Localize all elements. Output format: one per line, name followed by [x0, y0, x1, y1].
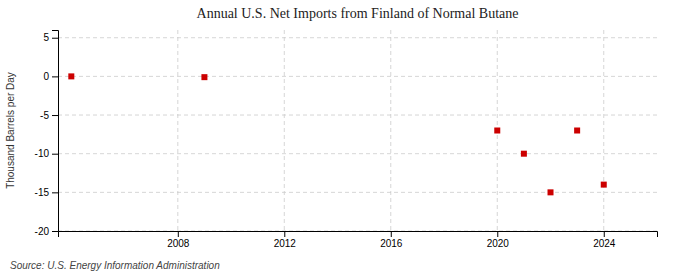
y-tick: 0	[43, 71, 58, 82]
point	[548, 189, 554, 195]
x-tick-label: 2020	[487, 238, 510, 249]
y-tick-mark	[52, 115, 58, 116]
y-tick-label: 5	[43, 32, 49, 43]
x-tick-mark	[284, 231, 285, 237]
y-tick-label: 0	[43, 71, 49, 82]
points	[68, 73, 606, 195]
y-tick: 5	[43, 32, 58, 43]
x-tick-mark	[497, 231, 498, 237]
y-tick: -15	[35, 187, 58, 198]
title: Annual U.S. Net Imports from Finland of …	[197, 6, 519, 21]
chart: 2008 2012 2016 2020 2024 5 0 -5 -10 -15 -20 Annual …	[0, 0, 675, 275]
y-tick-label: -20	[35, 226, 50, 237]
x-tick-mark	[178, 231, 179, 237]
x-tick-mark	[391, 231, 392, 237]
grid-line	[177, 30, 178, 231]
y-tick-mark	[52, 38, 58, 39]
y-tick-mark	[52, 76, 58, 77]
grid	[58, 30, 657, 231]
x-tick-mark	[604, 231, 605, 237]
y-tick-mark	[52, 192, 58, 193]
grid-line	[58, 76, 657, 77]
x-tick-label: 2008	[167, 238, 190, 249]
point	[494, 128, 500, 134]
point	[68, 73, 74, 79]
grid-line	[284, 30, 285, 231]
x-tick-label: 2012	[274, 238, 297, 249]
x-tick: 2020	[487, 231, 510, 249]
grid-line	[390, 30, 391, 231]
y-tick: -10	[35, 148, 58, 159]
point	[521, 151, 527, 157]
x-tick: 2016	[380, 231, 403, 249]
source: Source: U.S. Energy Information Administ…	[10, 260, 220, 271]
point	[574, 128, 580, 134]
y-tick-label: -10	[35, 148, 50, 159]
x-axis-line	[59, 232, 658, 238]
x-tick-label: 2024	[593, 238, 616, 249]
y-tick-label: -5	[40, 110, 49, 121]
grid-line	[58, 192, 657, 193]
x-axis: 2008 2012 2016 2020 2024	[59, 231, 658, 249]
y-axis-title: Thousand Barrels per Day	[5, 72, 16, 189]
grid-line	[58, 153, 657, 154]
plot-area: 2008 2012 2016 2020 2024 5 0 -5 -10 -15 -20	[35, 30, 658, 249]
y-tick: -5	[40, 110, 58, 121]
point	[601, 182, 607, 188]
x-tick-label: 2016	[380, 238, 403, 249]
y-tick: -20	[35, 226, 58, 237]
y-tick-mark	[52, 231, 58, 232]
y-tick-mark	[52, 154, 58, 155]
y-axis: 5 0 -5 -10 -15 -20	[35, 31, 59, 237]
grid-line	[58, 37, 657, 38]
grid-line	[58, 115, 657, 116]
x-tick: 2012	[274, 231, 297, 249]
y-tick-label: -15	[35, 187, 50, 198]
y-axis-line	[52, 31, 59, 232]
x-tick: 2024	[593, 231, 616, 249]
x-tick: 2008	[167, 231, 190, 249]
point	[201, 74, 207, 80]
grid-line	[603, 30, 604, 231]
